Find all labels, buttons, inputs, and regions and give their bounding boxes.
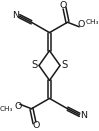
Text: O: O bbox=[32, 121, 40, 130]
Text: O: O bbox=[14, 102, 22, 111]
Text: S: S bbox=[61, 61, 67, 70]
Text: CH₃: CH₃ bbox=[0, 106, 13, 112]
Text: N: N bbox=[12, 11, 19, 20]
Text: S: S bbox=[32, 61, 38, 70]
Text: O: O bbox=[77, 20, 85, 29]
Text: O: O bbox=[59, 1, 67, 10]
Text: N: N bbox=[80, 111, 87, 120]
Text: CH₃: CH₃ bbox=[86, 19, 99, 25]
